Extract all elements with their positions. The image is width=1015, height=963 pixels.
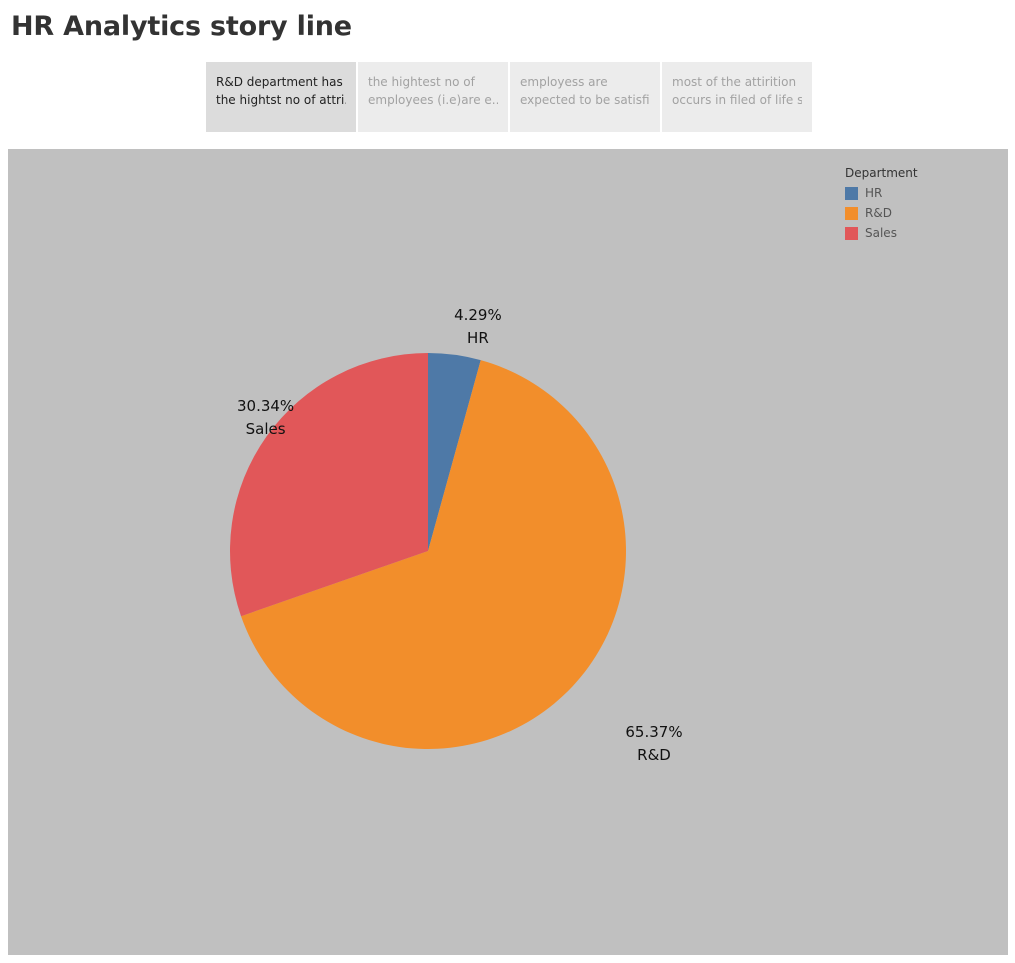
story-point-3[interactable]: employess are expected to be satisfi.. bbox=[510, 62, 660, 132]
story-point-text-line: R&D department has bbox=[216, 75, 343, 89]
pie-label-percent-hr: 4.29% bbox=[454, 306, 502, 324]
legend-title: Department bbox=[845, 166, 918, 180]
pie-slice-sales[interactable] bbox=[230, 353, 428, 617]
legend: Department HR R&D Sales bbox=[845, 166, 918, 243]
legend-item-hr[interactable]: HR bbox=[845, 183, 918, 203]
story-point-text-line: most of the attirition bbox=[672, 75, 797, 89]
pie-slice-hr[interactable] bbox=[428, 353, 481, 551]
story-point-4[interactable]: most of the attirition occurs in filed o… bbox=[662, 62, 812, 132]
story-navigator: R&D department has the hightst no of att… bbox=[206, 62, 812, 132]
legend-swatch-rnd bbox=[845, 206, 858, 220]
pie-label-percent-sales: 30.34% bbox=[237, 397, 294, 415]
pie-label-category-sales: Sales bbox=[246, 420, 286, 438]
page-title: HR Analytics story line bbox=[11, 11, 352, 42]
pie-label-percent-rd: 65.37% bbox=[625, 723, 682, 741]
story-point-1[interactable]: R&D department has the hightst no of att… bbox=[206, 62, 356, 132]
story-point-text-line: the hightest no of bbox=[368, 75, 475, 89]
legend-item-sales[interactable]: Sales bbox=[845, 223, 918, 243]
legend-swatch-sales bbox=[845, 226, 858, 240]
legend-label-hr: HR bbox=[865, 186, 883, 200]
legend-label-sales: Sales bbox=[865, 226, 897, 240]
story-point-text-line: the hightst no of attri.. bbox=[216, 93, 346, 107]
story-point-text-line: expected to be satisfi.. bbox=[520, 93, 650, 107]
story-point-2[interactable]: the hightest no of employees (i.e)are e.… bbox=[358, 62, 508, 132]
story-point-text-line: employees (i.e)are e.. bbox=[368, 93, 498, 107]
story-point-text-line: occurs in filed of life s.. bbox=[672, 93, 802, 107]
dashboard-canvas: 4.29% HR 65.37% R&D 30.34% Sales Department H… bbox=[8, 149, 1008, 955]
legend-swatch-hr bbox=[845, 186, 858, 200]
pie-label-category-rd: R&D bbox=[637, 746, 671, 764]
legend-item-rnd[interactable]: R&D bbox=[845, 203, 918, 223]
pie-slice-rd[interactable] bbox=[241, 360, 627, 749]
story-point-text-line: employess are bbox=[520, 75, 608, 89]
pie-chart: 4.29% HR 65.37% R&D 30.34% Sales bbox=[230, 306, 683, 764]
pie-label-category-hr: HR bbox=[467, 329, 489, 347]
legend-label-rnd: R&D bbox=[865, 206, 892, 220]
